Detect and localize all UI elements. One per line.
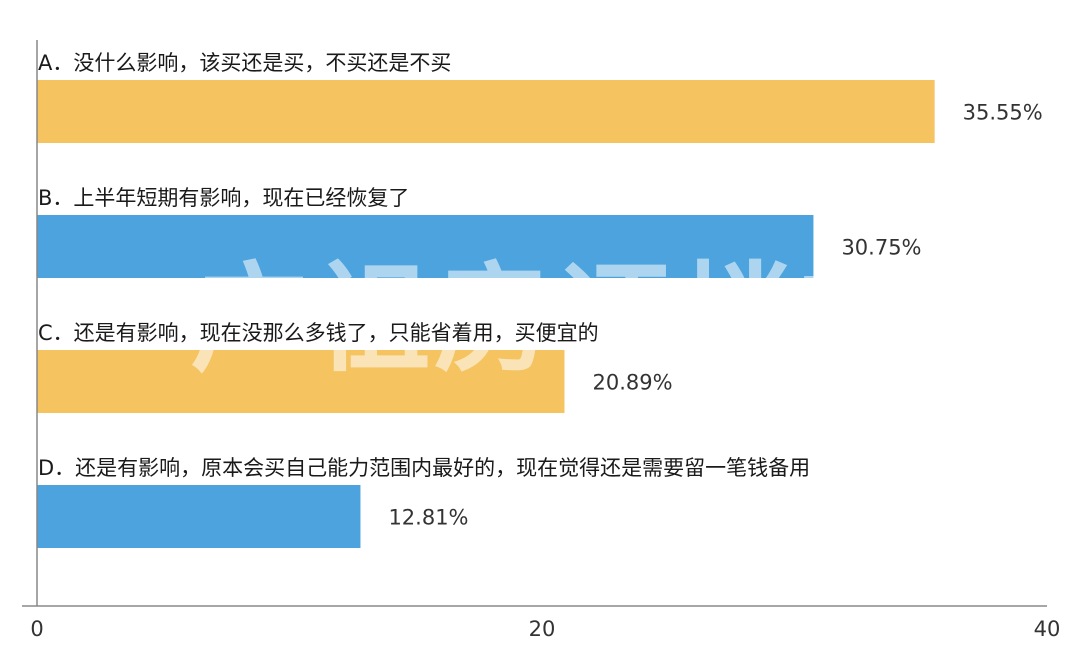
category-label: A．没什么影响，该买还是买，不买还是不买 (38, 51, 451, 75)
x-tick-label: 40 (1034, 617, 1061, 641)
x-tick-label: 20 (529, 617, 556, 641)
bar (37, 350, 565, 413)
category-label: D．还是有影响，原本会买自己能力范围内最好的，现在觉得还是需要留一笔钱备用 (38, 456, 810, 480)
labels-group: A．没什么影响，该买还是买，不买还是不买 35.55% B．上半年短期有影响，现在已… (38, 51, 1043, 530)
x-axis-ticks: 0 20 40 (30, 617, 1060, 641)
category-label: B．上半年短期有影响，现在已经恢复了 (38, 186, 409, 210)
watermark: 广祖房评楼市 (190, 249, 922, 388)
bar (37, 80, 935, 143)
value-label: 35.55% (963, 101, 1043, 125)
value-label: 12.81% (388, 506, 468, 530)
value-label: 30.75% (841, 236, 921, 260)
bar (37, 485, 361, 548)
bar (37, 215, 814, 278)
bars-group (37, 80, 935, 548)
value-label: 20.89% (592, 371, 672, 395)
x-tick-label: 0 (30, 617, 43, 641)
category-label: C．还是有影响，现在没那么多钱了，只能省着用，买便宜的 (38, 321, 599, 345)
